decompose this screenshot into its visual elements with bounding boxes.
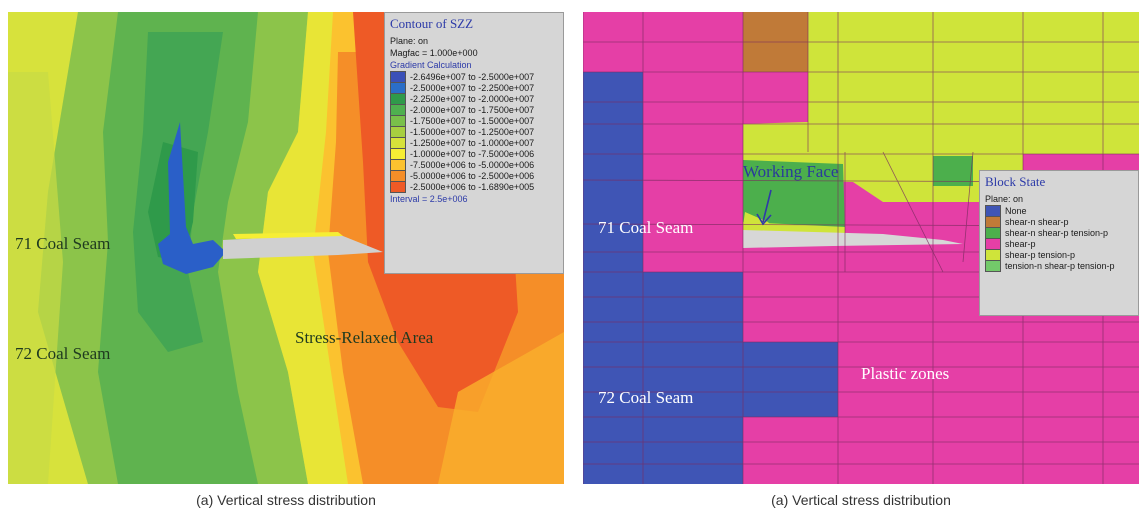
legend-entry: shear-p bbox=[985, 237, 1133, 250]
legend-entry-label: -2.6496e+007 to -2.5000e+007 bbox=[410, 71, 535, 82]
legend-entry-label: -2.5000e+007 to -2.2500e+007 bbox=[410, 82, 535, 93]
plastic-zone-block-panel: Working Face 71 Coal Seam 72 Coal Seam P… bbox=[583, 12, 1139, 484]
legend-title: Contour of SZZ bbox=[390, 16, 474, 31]
legend-interval: Interval = 2.5e+006 bbox=[390, 194, 468, 204]
legend-entry: tension-n shear-p tension-p bbox=[985, 259, 1133, 272]
legend-entry: -2.2500e+007 to -2.0000e+007 bbox=[390, 92, 558, 105]
legend-entry: shear-n shear-p bbox=[985, 215, 1133, 228]
legend-plane: Plane: on bbox=[390, 36, 429, 46]
vertical-stress-contour-panel: 71 Coal Seam 72 Coal Seam Stress-Relaxed… bbox=[8, 12, 564, 484]
legend-entry-label: -5.0000e+006 to -2.5000e+006 bbox=[410, 170, 535, 181]
legend-entry: shear-p tension-p bbox=[985, 248, 1133, 261]
legend-entry: shear-n shear-p tension-p bbox=[985, 226, 1133, 239]
legend-entry: -1.2500e+007 to -1.0000e+007 bbox=[390, 136, 558, 149]
block-state-legend-items: None shear-n shear-p shear-n shear-p tensi… bbox=[985, 204, 1133, 272]
legend-entry: None bbox=[985, 204, 1133, 217]
working-face-label: Working Face bbox=[743, 162, 839, 181]
seam-72-label: 72 Coal Seam bbox=[598, 388, 694, 407]
legend-gradient-heading: Gradient Calculation bbox=[390, 60, 472, 70]
legend-entry-label: -2.0000e+007 to -1.7500e+007 bbox=[410, 104, 535, 115]
legend-entry-label: shear-p tension-p bbox=[1005, 249, 1076, 260]
legend-entry-label: -2.5000e+006 to -1.6890e+005 bbox=[410, 181, 535, 192]
legend-entry: -2.5000e+007 to -2.2500e+007 bbox=[390, 81, 558, 94]
legend-entry: -2.0000e+007 to -1.7500e+007 bbox=[390, 103, 558, 116]
legend-entry: -1.7500e+007 to -1.5000e+007 bbox=[390, 114, 558, 127]
legend-swatch bbox=[985, 259, 1001, 272]
legend-entry-label: -2.2500e+007 to -2.0000e+007 bbox=[410, 93, 535, 104]
legend-entry-label: -1.2500e+007 to -1.0000e+007 bbox=[410, 137, 535, 148]
legend-entry: -2.6496e+007 to -2.5000e+007 bbox=[390, 70, 558, 83]
contour-legend-items: -2.6496e+007 to -2.5000e+007 -2.5000e+007… bbox=[390, 70, 558, 193]
legend-entry: -7.5000e+006 to -5.0000e+006 bbox=[390, 158, 558, 171]
legend-magfac: Magfac = 1.000e+000 bbox=[390, 48, 478, 58]
seam-71-label: 71 Coal Seam bbox=[15, 234, 111, 253]
legend-entry-label: shear-n shear-p bbox=[1005, 216, 1069, 227]
legend-plane: Plane: on bbox=[985, 194, 1024, 204]
legend-entry-label: shear-n shear-p tension-p bbox=[1005, 227, 1109, 238]
seam-72-label: 72 Coal Seam bbox=[15, 344, 111, 363]
contour-legend: Contour of SZZ Plane: on Magfac = 1.000e… bbox=[384, 12, 564, 274]
legend-entry-label: -1.7500e+007 to -1.5000e+007 bbox=[410, 115, 535, 126]
legend-entry: -5.0000e+006 to -2.5000e+006 bbox=[390, 169, 558, 182]
legend-swatch bbox=[390, 180, 406, 193]
legend-entry-label: shear-p bbox=[1005, 238, 1036, 249]
legend-entry: -2.5000e+006 to -1.6890e+005 bbox=[390, 180, 558, 193]
stress-relaxed-area-label: Stress-Relaxed Area bbox=[295, 328, 434, 347]
legend-entry-label: -7.5000e+006 to -5.0000e+006 bbox=[410, 159, 535, 170]
block-state-legend: Block State Plane: on None shear-n shear-… bbox=[979, 170, 1139, 316]
seam-71-label: 71 Coal Seam bbox=[598, 218, 694, 237]
caption-vertical-stress: (a) Vertical stress distribution bbox=[196, 492, 376, 508]
legend-entry-label: tension-n shear-p tension-p bbox=[1005, 260, 1115, 271]
caption-plastic-zones: (a) Vertical stress distribution bbox=[771, 492, 951, 508]
legend-entry: -1.0000e+007 to -7.5000e+006 bbox=[390, 147, 558, 160]
legend-entry: -1.5000e+007 to -1.2500e+007 bbox=[390, 125, 558, 138]
plastic-zones-label: Plastic zones bbox=[861, 364, 950, 383]
legend-entry-label: -1.0000e+007 to -7.5000e+006 bbox=[410, 148, 535, 159]
legend-entry-label: None bbox=[1005, 205, 1027, 216]
legend-title: Block State bbox=[985, 174, 1046, 189]
legend-entry-label: -1.5000e+007 to -1.2500e+007 bbox=[410, 126, 535, 137]
